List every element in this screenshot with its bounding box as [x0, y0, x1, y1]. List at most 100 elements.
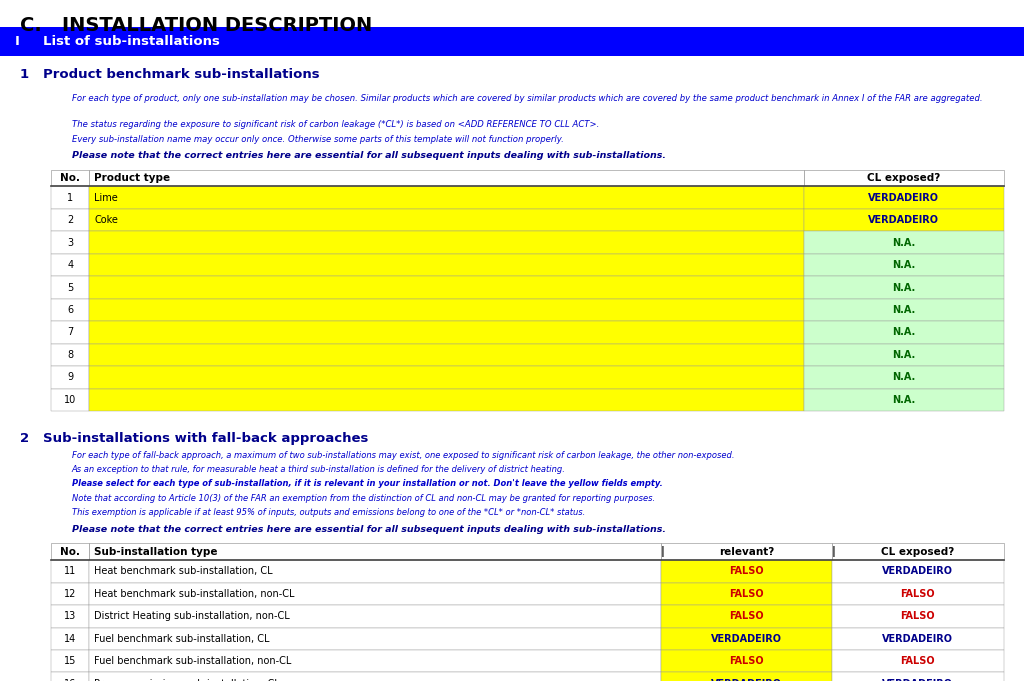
- Bar: [89, 560, 660, 583]
- Bar: [51, 187, 89, 209]
- Text: 5: 5: [68, 283, 74, 293]
- Bar: [89, 299, 804, 321]
- Text: FALSO: FALSO: [729, 589, 764, 599]
- Bar: [89, 543, 660, 560]
- Bar: [804, 170, 1004, 187]
- Bar: [51, 344, 89, 366]
- Bar: [89, 170, 804, 187]
- Text: Fuel benchmark sub-installation, non-CL: Fuel benchmark sub-installation, non-CL: [94, 656, 292, 666]
- Text: 10: 10: [65, 395, 77, 405]
- Text: FALSO: FALSO: [729, 567, 764, 576]
- Text: N.A.: N.A.: [892, 350, 915, 360]
- Text: VERDADEIRO: VERDADEIRO: [883, 679, 953, 681]
- Bar: [89, 209, 804, 232]
- Text: 16: 16: [65, 679, 77, 681]
- Bar: [51, 605, 89, 628]
- Text: 15: 15: [65, 656, 77, 666]
- Text: |: |: [833, 546, 836, 557]
- Text: Every sub-installation name may occur only once. Otherwise some parts of this te: Every sub-installation name may occur on…: [72, 135, 563, 144]
- Bar: [804, 344, 1004, 366]
- Bar: [660, 543, 833, 560]
- Text: 12: 12: [65, 589, 77, 599]
- Text: CL exposed?: CL exposed?: [867, 173, 940, 183]
- Text: N.A.: N.A.: [892, 260, 915, 270]
- Text: Coke: Coke: [94, 215, 119, 225]
- Bar: [660, 673, 833, 681]
- Text: For each type of product, only one sub-installation may be chosen. Similar produ: For each type of product, only one sub-i…: [72, 94, 982, 103]
- Text: 8: 8: [68, 350, 74, 360]
- Bar: [89, 276, 804, 299]
- Text: N.A.: N.A.: [892, 373, 915, 383]
- Bar: [89, 187, 804, 209]
- Bar: [833, 543, 1004, 560]
- Bar: [804, 254, 1004, 276]
- Bar: [89, 650, 660, 673]
- Bar: [89, 628, 660, 650]
- Text: relevant?: relevant?: [719, 547, 774, 556]
- Text: Please note that the correct entries here are essential for all subsequent input: Please note that the correct entries her…: [72, 151, 666, 160]
- Bar: [51, 560, 89, 583]
- Bar: [89, 389, 804, 411]
- Text: VERDADEIRO: VERDADEIRO: [711, 634, 782, 644]
- Bar: [833, 628, 1004, 650]
- Bar: [51, 583, 89, 605]
- Text: This exemption is applicable if at least 95% of inputs, outputs and emissions be: This exemption is applicable if at least…: [72, 508, 585, 517]
- Bar: [804, 321, 1004, 344]
- Bar: [804, 209, 1004, 232]
- Text: Product type: Product type: [94, 173, 171, 183]
- Text: VERDADEIRO: VERDADEIRO: [868, 193, 939, 203]
- Text: Sub-installation type: Sub-installation type: [94, 547, 218, 556]
- Text: 2: 2: [68, 215, 74, 225]
- Text: Please note that the correct entries here are essential for all subsequent input: Please note that the correct entries her…: [72, 525, 666, 534]
- Bar: [833, 673, 1004, 681]
- Bar: [804, 187, 1004, 209]
- Text: N.A.: N.A.: [892, 305, 915, 315]
- Text: 2   Sub-installations with fall-back approaches: 2 Sub-installations with fall-back appro…: [20, 432, 369, 445]
- Text: 6: 6: [68, 305, 74, 315]
- Bar: [89, 366, 804, 389]
- Text: As an exception to that rule, for measurable heat a third sub-installation is de: As an exception to that rule, for measur…: [72, 465, 565, 474]
- Text: FALSO: FALSO: [900, 589, 935, 599]
- Bar: [89, 583, 660, 605]
- Text: N.A.: N.A.: [892, 395, 915, 405]
- Text: 4: 4: [68, 260, 74, 270]
- Bar: [51, 628, 89, 650]
- Bar: [51, 389, 89, 411]
- Bar: [804, 232, 1004, 254]
- Text: C.   INSTALLATION DESCRIPTION: C. INSTALLATION DESCRIPTION: [20, 16, 373, 35]
- Bar: [51, 543, 89, 560]
- Text: 7: 7: [68, 328, 74, 338]
- Bar: [89, 321, 804, 344]
- Bar: [89, 673, 660, 681]
- Bar: [51, 650, 89, 673]
- Text: |: |: [660, 546, 665, 557]
- Text: Process emissions sub-installation, CL: Process emissions sub-installation, CL: [94, 679, 281, 681]
- Text: 1: 1: [68, 193, 74, 203]
- Text: No.: No.: [60, 547, 80, 556]
- Text: N.A.: N.A.: [892, 283, 915, 293]
- Bar: [660, 650, 833, 673]
- Bar: [804, 276, 1004, 299]
- Text: FALSO: FALSO: [900, 656, 935, 666]
- Text: Please select for each type of sub-installation, if it is relevant in your insta: Please select for each type of sub-insta…: [72, 479, 663, 488]
- Text: VERDADEIRO: VERDADEIRO: [883, 634, 953, 644]
- Bar: [51, 232, 89, 254]
- Text: Heat benchmark sub-installation, non-CL: Heat benchmark sub-installation, non-CL: [94, 589, 295, 599]
- Bar: [833, 583, 1004, 605]
- Bar: [833, 605, 1004, 628]
- Bar: [804, 389, 1004, 411]
- Text: VERDADEIRO: VERDADEIRO: [711, 679, 782, 681]
- Text: Note that according to Article 10(3) of the FAR an exemption from the distinctio: Note that according to Article 10(3) of …: [72, 494, 654, 503]
- Text: VERDADEIRO: VERDADEIRO: [868, 215, 939, 225]
- Text: 9: 9: [68, 373, 74, 383]
- Text: The status regarding the exposure to significant risk of carbon leakage (*CL*) i: The status regarding the exposure to sig…: [72, 120, 599, 129]
- Text: 1   Product benchmark sub-installations: 1 Product benchmark sub-installations: [20, 68, 321, 81]
- Bar: [833, 560, 1004, 583]
- Text: For each type of fall-back approach, a maximum of two sub-installations may exis: For each type of fall-back approach, a m…: [72, 451, 734, 460]
- Bar: [51, 299, 89, 321]
- Text: District Heating sub-installation, non-CL: District Heating sub-installation, non-C…: [94, 612, 290, 621]
- Bar: [51, 170, 89, 187]
- Text: I     List of sub-installations: I List of sub-installations: [15, 35, 220, 48]
- Bar: [89, 232, 804, 254]
- Bar: [51, 276, 89, 299]
